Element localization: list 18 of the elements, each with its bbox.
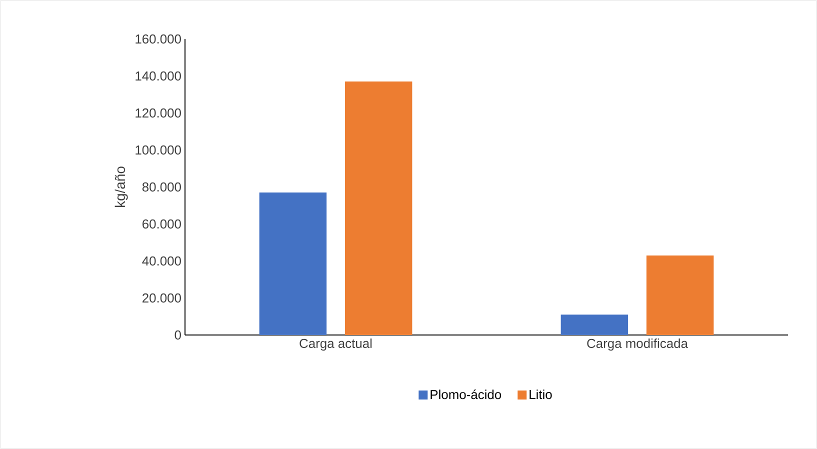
y-tick-label: 60.000 — [142, 219, 181, 229]
y-tick-label: 140.000 — [136, 71, 181, 81]
x-tick-label: Carga modificada — [587, 338, 688, 351]
bar — [259, 192, 327, 335]
y-tick-label: 120.000 — [136, 108, 181, 118]
bar — [344, 82, 412, 335]
bar — [646, 255, 714, 335]
legend-label: Plomo-ácido — [430, 390, 502, 400]
y-axis-title: kg/año — [114, 166, 128, 207]
bar — [560, 314, 628, 335]
y-tick-label: 40.000 — [142, 256, 181, 266]
x-tick-label: Carga actual — [300, 338, 372, 351]
y-tick-label: 160.000 — [136, 34, 181, 44]
y-tick-label: 0 — [174, 330, 181, 340]
y-tick-label: 80.000 — [142, 182, 181, 192]
legend-label: Litio — [530, 390, 552, 400]
y-tick-label: 100.000 — [136, 145, 181, 155]
y-tick-label: 20.000 — [142, 293, 181, 303]
